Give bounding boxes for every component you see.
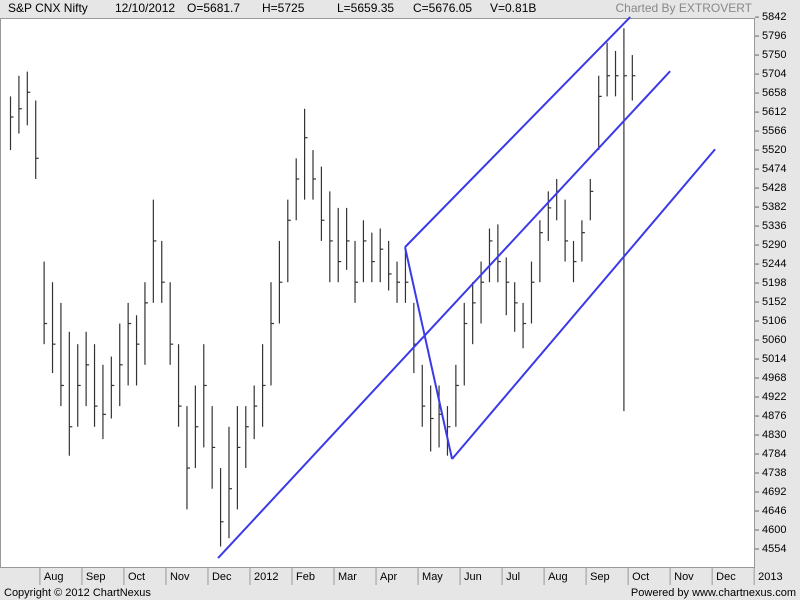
- y-tick-label: 5152: [762, 296, 786, 308]
- y-tick-label: 5014: [762, 353, 786, 365]
- x-tick-label: Jun: [464, 571, 482, 583]
- header-item: H=5725: [262, 1, 305, 15]
- y-axis-panel: [755, 18, 800, 568]
- y-tick-label: 4922: [762, 391, 786, 403]
- header-item: V=0.81B: [490, 1, 536, 15]
- x-tick-label: Mar: [338, 571, 357, 583]
- y-tick-label: 5428: [762, 182, 786, 194]
- x-tick-label: Jul: [506, 571, 520, 583]
- x-tick-label: Apr: [380, 571, 397, 583]
- y-tick-label: 5198: [762, 277, 786, 289]
- y-tick-label: 4554: [762, 543, 786, 555]
- y-tick-label: 5106: [762, 315, 786, 327]
- header-item: L=5659.35: [337, 1, 394, 15]
- x-tick-label: Dec: [212, 571, 232, 583]
- x-tick-label: 2012: [254, 571, 278, 583]
- y-tick-label: 5704: [762, 68, 786, 80]
- y-tick-label: 5750: [762, 49, 786, 61]
- y-tick-label: 5382: [762, 201, 786, 213]
- x-tick-label: May: [422, 571, 443, 583]
- trend-line: [404, 16, 631, 248]
- y-tick-label: 5612: [762, 106, 786, 118]
- x-tick-label: Sep: [590, 571, 610, 583]
- y-tick-label: 4876: [762, 410, 786, 422]
- x-tick-label: Sep: [86, 571, 106, 583]
- x-tick-label: Aug: [548, 571, 568, 583]
- y-tick-label: 5566: [762, 125, 786, 137]
- y-tick-label: 5520: [762, 144, 786, 156]
- y-tick-label: 4692: [762, 486, 786, 498]
- footer-bar: [0, 568, 800, 600]
- y-tick-label: 4784: [762, 448, 786, 460]
- header-item: C=5676.05: [413, 1, 472, 15]
- y-tick-label: 5336: [762, 220, 786, 232]
- x-tick-label: Nov: [170, 571, 190, 583]
- y-tick-label: 5658: [762, 87, 786, 99]
- header-item: S&P CNX Nifty: [8, 1, 88, 15]
- y-tick-label: 5796: [762, 30, 786, 42]
- y-tick-label: 4968: [762, 372, 786, 384]
- y-tick-label: 4600: [762, 524, 786, 536]
- x-tick-label: Oct: [128, 571, 145, 583]
- x-tick-label: Dec: [716, 571, 736, 583]
- copyright: Copyright © 2012 ChartNexus: [4, 587, 151, 599]
- trend-line: [451, 148, 716, 460]
- y-tick-label: 5842: [762, 11, 786, 23]
- trend-line: [404, 246, 454, 460]
- y-tick-label: 5474: [762, 163, 786, 175]
- y-tick-label: 5060: [762, 334, 786, 346]
- y-tick-label: 4646: [762, 505, 786, 517]
- trend-line: [217, 70, 671, 559]
- y-tick-label: 5244: [762, 258, 786, 270]
- header-item: 12/10/2012: [115, 1, 175, 15]
- plot-frame: [0, 18, 755, 568]
- x-tick-label: Feb: [296, 571, 315, 583]
- y-tick-label: 4830: [762, 429, 786, 441]
- credit: Charted By EXTROVERT: [616, 1, 753, 15]
- y-tick-label: 4738: [762, 467, 786, 479]
- x-tick-label: Nov: [674, 571, 694, 583]
- x-tick-label: Oct: [632, 571, 649, 583]
- y-tick-label: 5290: [762, 239, 786, 251]
- powered-by: Powered by www.chartnexus.com: [631, 587, 796, 599]
- x-tick-label: 2013: [758, 571, 782, 583]
- header-item: O=5681.7: [187, 1, 240, 15]
- x-tick-label: Aug: [44, 571, 64, 583]
- header-bar: [0, 0, 800, 18]
